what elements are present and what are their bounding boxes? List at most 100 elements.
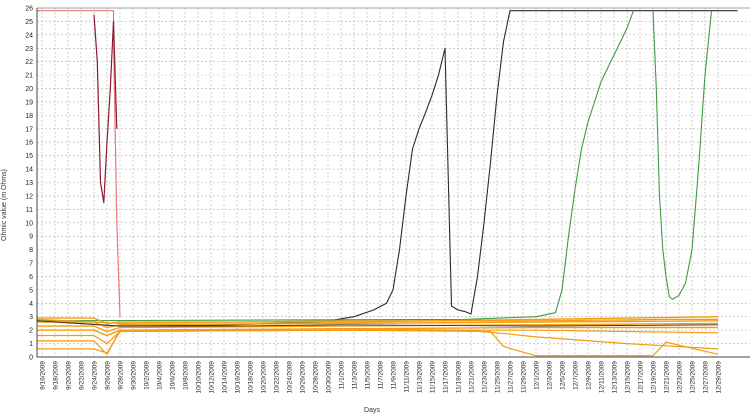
series-line-1 [37,10,121,317]
x-tick-label: 11/29/2009 [521,361,528,393]
series-line-4 [36,10,635,322]
x-tick-label: 10/8/2009 [183,361,190,390]
x-tick-label: 11/5/2009 [365,361,372,390]
x-tick-label: 9/22/2009 [79,361,86,390]
x-tick-label: 12/9/2009 [586,361,593,390]
x-tick-label: 12/25/2009 [690,361,697,394]
x-tick-label: 10/20/2009 [261,361,268,394]
x-tick-label: 9/18/2009 [53,361,60,390]
x-tick-label: 11/9/2009 [391,361,398,390]
y-tick-label: 18 [25,113,33,120]
x-tick-label: 10/22/2009 [274,361,281,394]
x-tick-label: 9/30/2009 [131,361,138,390]
x-tick-label: 9/24/2009 [92,361,99,390]
y-tick-label: 16 [25,140,33,147]
x-tick-label: 9/26/2009 [105,361,112,390]
x-tick-label: 11/17/2009 [443,361,450,393]
y-tick-label: 12 [25,193,33,200]
series-line-3 [36,10,738,327]
x-tick-label: 11/21/2009 [469,361,476,393]
x-tick-label: 11/11/2009 [404,361,411,393]
x-tick-label: 12/1/2009 [534,361,541,390]
y-tick-label: 19 [25,99,33,106]
y-axis-label: Ohmic value (m Ohms) [1,169,8,241]
series-line-2 [93,14,118,204]
x-tick-label: 10/10/2009 [196,361,203,394]
x-tick-label: 10/2/2009 [144,361,151,390]
x-tick-label: 11/1/2009 [339,361,346,390]
x-tick-label: 10/12/2009 [209,361,216,394]
x-tick-label: 10/30/2009 [326,361,333,394]
x-tick-label: 10/14/2009 [222,361,229,394]
y-tick-label: 1 [29,341,33,348]
axes [36,7,750,358]
x-tick-labels: 9/16/2009 9/18/2009 9/20/2009 9/22/2009 9/24… [40,361,723,394]
y-tick-labels: 0123456789101112131415161718192021222324… [25,6,33,362]
grid [37,7,750,358]
y-tick-label: 5 [29,287,33,294]
y-tick-label: 8 [29,247,33,254]
x-tick-label: 9/28/2009 [118,361,125,390]
x-tick-label: 11/23/2009 [482,361,489,393]
y-tick-label: 22 [25,59,33,66]
y-tick-label: 25 [25,19,33,26]
x-tick-label: 12/13/2009 [612,361,619,394]
x-tick-label: 12/21/2009 [664,361,671,394]
x-tick-label: 12/5/2009 [560,361,567,390]
x-tick-label: 12/23/2009 [677,361,684,394]
x-tick-label: 10/6/2009 [170,361,177,390]
x-tick-label: 12/15/2009 [625,361,632,394]
y-tick-label: 20 [25,86,33,93]
y-tick-label: 11 [26,207,33,214]
x-tick-label: 12/19/2009 [651,361,658,394]
series-layer [36,10,738,357]
x-tick-label: 11/25/2009 [495,361,502,393]
x-tick-label: 10/24/2009 [287,361,294,394]
y-tick-label: 7 [29,261,33,268]
y-tick-label: 17 [25,126,33,133]
x-tick-label: 9/20/2009 [66,361,73,390]
x-tick-label: 12/29/2009 [716,361,723,394]
x-tick-label: 10/28/2009 [313,361,320,394]
y-tick-label: 2 [29,328,33,335]
series-line-13 [36,318,718,324]
x-tick-label: 12/27/2009 [703,361,710,394]
y-tick-label: 14 [25,167,33,174]
x-axis-label: Days [364,407,380,414]
series-line-14 [36,320,719,327]
y-tick-label: 21 [25,73,33,80]
x-tick-label: 11/7/2009 [378,361,385,390]
series-line-6 [37,316,719,325]
x-tick-label: 12/3/2009 [547,361,554,390]
x-tick-label: 12/7/2009 [573,361,580,390]
y-tick-label: 0 [29,355,33,362]
y-tick-label: 6 [29,274,33,281]
y-tick-label: 15 [25,153,33,160]
series-line-11 [37,328,719,355]
y-tick-label: 3 [29,314,33,321]
y-tick-label: 4 [29,301,33,308]
x-tick-label: 11/15/2009 [430,361,437,393]
series-line-5 [652,10,713,300]
y-tick-label: 26 [25,6,33,13]
x-tick-label: 10/4/2009 [157,361,164,390]
series-line-12 [37,329,719,357]
y-tick-label: 9 [29,234,33,241]
series-line-8 [37,322,719,333]
x-tick-label: 10/26/2009 [300,361,307,394]
y-tick-label: 24 [25,32,33,39]
y-tick-label: 10 [25,220,33,227]
x-tick-label: 11/13/2009 [417,361,424,393]
x-tick-label: 10/18/2009 [248,361,255,394]
x-tick-label: 11/3/2009 [352,361,359,390]
series-line-10 [37,329,719,345]
y-tick-label: 13 [25,180,33,187]
x-tick-label: 11/27/2009 [508,361,515,393]
y-tick-label: 23 [25,46,33,53]
x-tick-label: 12/17/2009 [638,361,645,394]
x-tick-label: 11/19/2009 [456,361,463,393]
x-tick-label: 10/16/2009 [235,361,242,394]
x-tick-label: 9/16/2009 [40,361,47,390]
x-tick-label: 12/11/2009 [599,361,606,393]
